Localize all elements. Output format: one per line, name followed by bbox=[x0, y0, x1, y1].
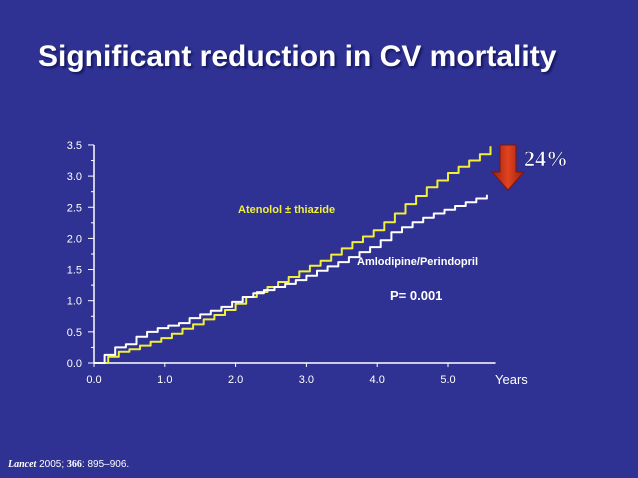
x-tick-label: 0.0 bbox=[86, 374, 101, 386]
p-value-label: P= 0.001 bbox=[390, 288, 442, 303]
citation-pages: : 895–906. bbox=[81, 459, 130, 470]
slide-title: Significant reduction in CV mortality bbox=[38, 40, 557, 73]
y-tick-label: 2.0 bbox=[67, 233, 82, 245]
series-line-amlodipine bbox=[94, 194, 488, 364]
down-arrow-icon bbox=[490, 144, 526, 191]
y-tick-label: 1.5 bbox=[67, 265, 82, 277]
series-label-amlodipine: Amlodipine/Perindopril bbox=[357, 256, 478, 268]
citation-volume: 366 bbox=[66, 459, 82, 470]
y-tick-label: 1.0 bbox=[67, 296, 82, 308]
citation: Lancet 2005; 366: 895–906. bbox=[8, 459, 129, 470]
series-label-atenolol: Atenolol ± thiazide bbox=[238, 204, 335, 216]
x-tick-label: 4.0 bbox=[370, 374, 385, 386]
y-tick-label: 3.5 bbox=[67, 140, 82, 152]
y-tick-label: 3.0 bbox=[67, 171, 82, 183]
x-tick-label: 1.0 bbox=[157, 374, 172, 386]
citation-journal: Lancet bbox=[8, 459, 37, 470]
reduction-percentage: 24% bbox=[524, 146, 568, 171]
x-tick-label: 2.0 bbox=[228, 374, 243, 386]
citation-year: 2005; bbox=[36, 459, 67, 470]
x-tick-label: 5.0 bbox=[440, 374, 455, 386]
y-tick-label: 0.5 bbox=[67, 327, 82, 339]
x-tick-label: 3.0 bbox=[299, 374, 314, 386]
y-tick-label: 2.5 bbox=[67, 202, 82, 214]
y-tick-label: 0.0 bbox=[67, 358, 82, 370]
series-line-atenolol bbox=[94, 146, 492, 364]
x-axis-label: Years bbox=[495, 372, 528, 387]
